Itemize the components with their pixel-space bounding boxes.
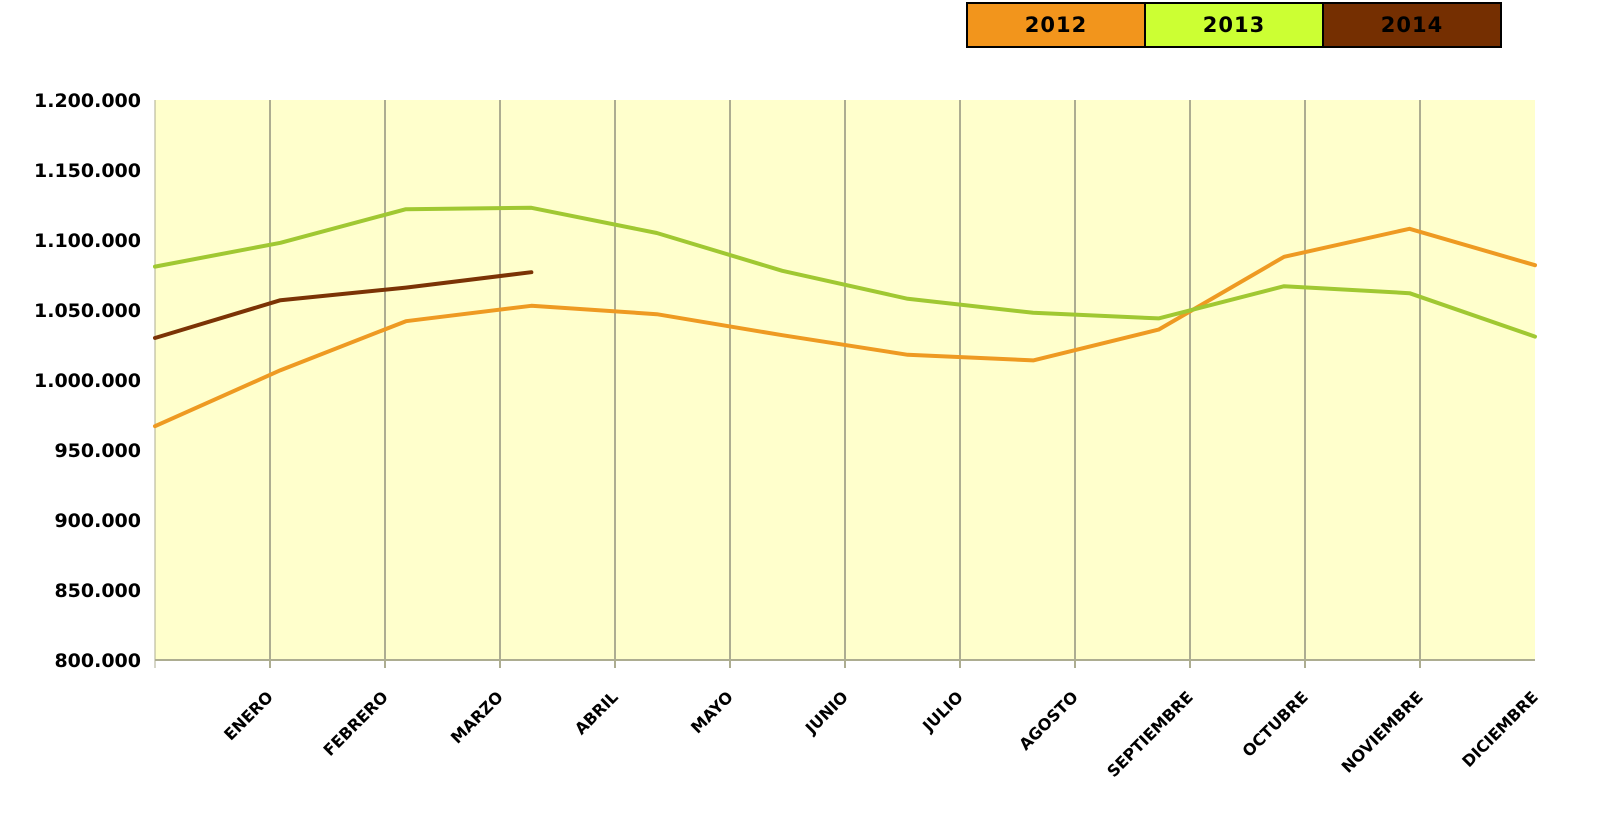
chart-legend: 2012 2013 2014 [966, 2, 1502, 48]
x-axis-label: SEPTIEMBRE [1103, 687, 1197, 781]
x-axis-label: NOVIEMBRE [1338, 687, 1427, 776]
legend-item-2012: 2012 [966, 2, 1146, 48]
x-axis-label: FEBRERO [320, 687, 392, 759]
x-axis-label: DICIEMBRE [1458, 687, 1542, 771]
legend-label: 2014 [1380, 13, 1444, 37]
x-axis-label: JULIO [918, 687, 967, 736]
y-tick-label: 1.000.000 [34, 370, 141, 392]
x-axis-label: MAYO [687, 687, 737, 737]
x-axis-label: ENERO [220, 687, 277, 744]
x-axis-label: JUNIO [801, 687, 852, 738]
y-tick-label: 1.100.000 [34, 230, 141, 252]
legend-item-2013: 2013 [1144, 2, 1324, 48]
series-line-2014 [153, 270, 534, 340]
legend-label: 2013 [1202, 13, 1266, 37]
y-tick-label: 1.050.000 [34, 300, 141, 322]
y-tick-label: 950.000 [54, 440, 141, 462]
x-axis-label: ABRIL [571, 687, 622, 738]
y-tick-label: 900.000 [54, 510, 141, 532]
legend-label: 2012 [1024, 13, 1088, 37]
series-line-2013 [153, 205, 1537, 339]
legend-item-2014: 2014 [1322, 2, 1502, 48]
x-axis-label: AGOSTO [1015, 687, 1082, 754]
x-axis-label: MARZO [447, 687, 507, 747]
y-tick-label: 1.200.000 [34, 90, 141, 112]
y-tick-label: 1.150.000 [34, 160, 141, 182]
x-axis-label: OCTUBRE [1238, 687, 1311, 760]
y-tick-label: 800.000 [54, 650, 141, 672]
y-tick-label: 850.000 [54, 580, 141, 602]
series-line-2012 [153, 226, 1537, 429]
